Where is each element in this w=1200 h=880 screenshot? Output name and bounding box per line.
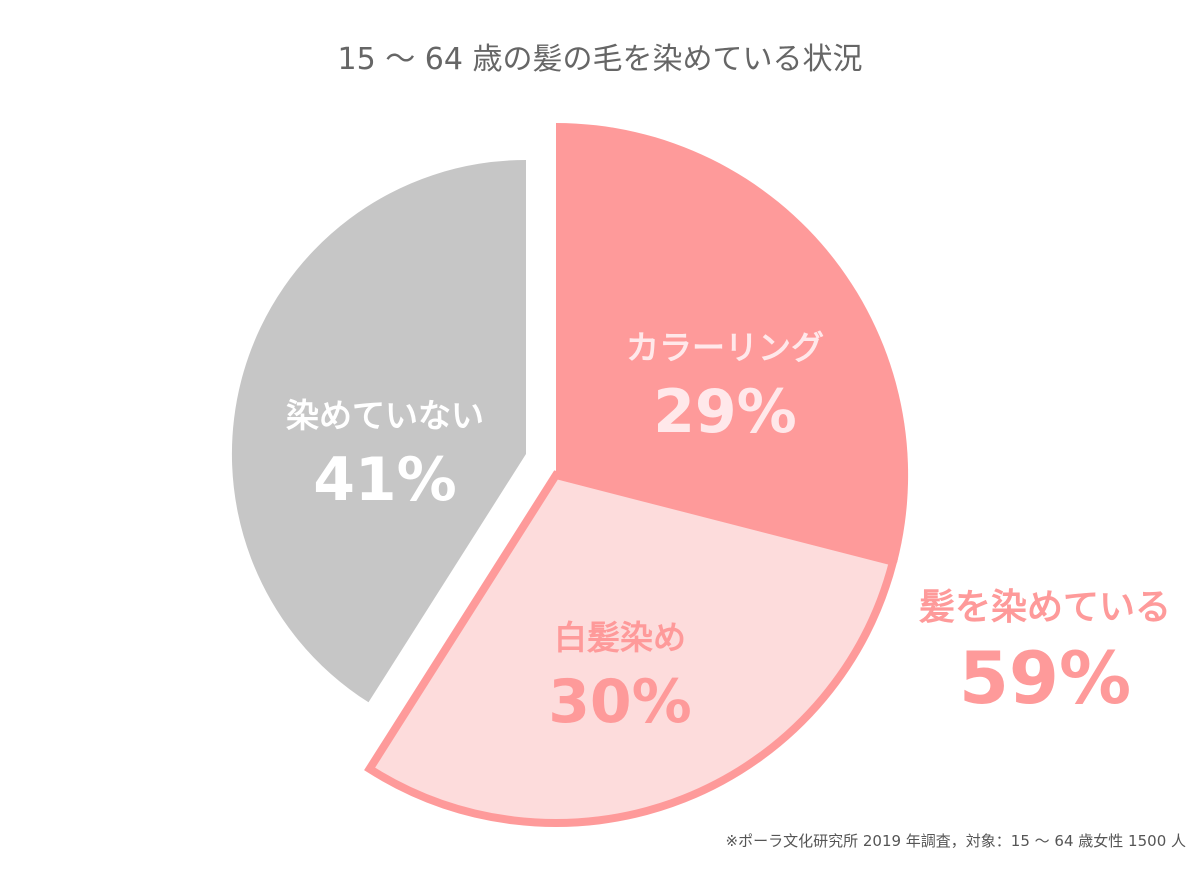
slice-coloring — [556, 122, 909, 563]
label-coloring-name: カラーリング — [626, 328, 824, 367]
slice-not-dyed — [231, 159, 527, 703]
label-dyed-total-name: 髪を染めている — [918, 587, 1171, 628]
slice-white-hair — [364, 470, 898, 828]
source-note: ※ポーラ文化研究所 2019 年調査，対象：15 〜 64 歳女性 1500 人 — [725, 832, 1186, 850]
chart-title: 15 〜 64 歳の髪の毛を染めている状況 — [337, 42, 863, 77]
label-coloring: カラーリング 29% — [590, 328, 860, 448]
label-white-hair-name: 白髪染め — [554, 618, 686, 657]
label-not-dyed-value: 41% — [313, 445, 457, 515]
label-not-dyed-name: 染めていない — [286, 396, 484, 435]
label-coloring-value: 29% — [653, 377, 797, 447]
label-dyed-total: 髪を染めている 59% — [895, 586, 1195, 720]
label-not-dyed: 染めていない 41% — [260, 396, 510, 516]
label-white-hair: 白髪染め 30% — [505, 618, 735, 738]
label-white-hair-value: 30% — [548, 667, 692, 737]
label-dyed-total-value: 59% — [958, 636, 1132, 720]
